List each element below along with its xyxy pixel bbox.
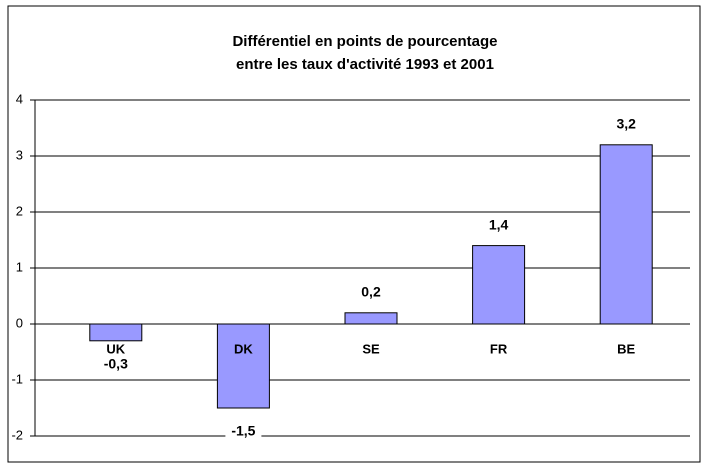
value-label-bg <box>480 216 517 235</box>
y-tick-label: 3 <box>16 147 23 162</box>
chart-title: Différentiel en points de pourcentage <box>232 33 497 50</box>
y-tick-label: 0 <box>16 315 23 330</box>
x-tick-label: UK <box>106 341 125 356</box>
bar <box>216 323 270 409</box>
value-label-bg <box>608 115 645 134</box>
value-label-bg <box>353 283 389 302</box>
value-label: 0,2 <box>361 284 381 300</box>
chart-title: entre les taux d'activité 1993 et 2001 <box>236 56 494 73</box>
value-label-bg <box>97 355 134 374</box>
x-tick-label: BE <box>617 341 635 356</box>
x-tick-label: SE <box>362 341 380 356</box>
x-tick-label: FR <box>490 341 508 356</box>
y-tick-label: -2 <box>11 427 23 442</box>
value-label: 1,4 <box>489 216 509 232</box>
value-label: -0,3 <box>104 356 128 372</box>
y-tick-label: 4 <box>16 91 23 106</box>
chart-border <box>7 5 701 463</box>
value-label: -1,5 <box>231 423 255 439</box>
y-tick-label: 1 <box>16 259 23 274</box>
bar <box>344 312 398 325</box>
bar <box>89 323 143 342</box>
value-label: 3,2 <box>616 116 636 132</box>
bar <box>472 245 526 325</box>
x-tick-label: DK <box>234 341 253 356</box>
bar <box>599 144 653 325</box>
value-label-bg <box>225 423 262 441</box>
y-tick-label: -1 <box>11 371 23 386</box>
y-tick-label: 2 <box>16 203 23 218</box>
